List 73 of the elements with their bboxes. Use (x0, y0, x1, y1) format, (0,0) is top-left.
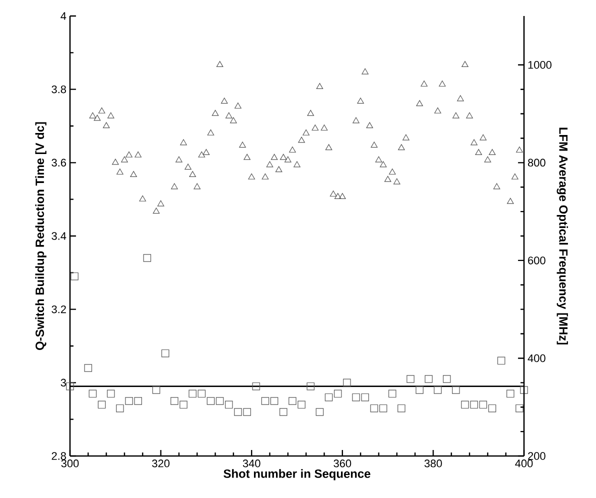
point (324, 393, 333, 402)
point (520, 386, 528, 394)
x-tick-label: 320 (152, 460, 170, 468)
point (479, 400, 488, 409)
point (506, 390, 514, 398)
point (70, 272, 78, 280)
point (261, 397, 270, 405)
point (206, 397, 215, 405)
point (180, 400, 188, 409)
point (66, 382, 74, 390)
point (434, 386, 442, 394)
y-tick-label: 3.8 (52, 85, 66, 94)
y-tick-label: 3.4 (52, 232, 66, 240)
y2-axis-title: LFM Average Optical Frequency [MHz] (556, 128, 568, 344)
x-tick-label: 400 (515, 460, 533, 468)
point (88, 390, 97, 398)
point (116, 404, 124, 412)
x-tick-label: 300 (61, 460, 79, 468)
point (106, 390, 115, 398)
point (288, 397, 296, 405)
point (98, 400, 106, 409)
point (442, 375, 451, 383)
point (234, 408, 242, 416)
point (416, 386, 424, 394)
point (198, 390, 206, 398)
y-tick-label: 4 (60, 12, 66, 20)
y-tick-label: 3.6 (52, 158, 66, 167)
y2-tick-label: 800 (528, 158, 546, 167)
x-tick-label: 360 (334, 460, 352, 468)
point (279, 408, 288, 416)
point (298, 400, 306, 409)
point (398, 404, 406, 412)
point (488, 404, 496, 412)
point (461, 400, 469, 409)
point (470, 400, 478, 409)
point (361, 393, 369, 402)
point (516, 404, 524, 412)
point (452, 386, 460, 394)
y2-tick-label: 200 (528, 452, 546, 460)
y-tick-label: 3 (60, 378, 66, 387)
point (424, 375, 433, 383)
point (125, 397, 133, 405)
point (343, 378, 351, 387)
y-tick-label: 3.2 (52, 305, 66, 314)
point (152, 386, 160, 394)
x-tick-label: 340 (242, 460, 260, 468)
point (188, 390, 196, 398)
y-tick-label: 2.8 (52, 452, 66, 460)
point (252, 382, 260, 390)
point (270, 397, 278, 405)
point (134, 397, 142, 405)
point (334, 390, 342, 398)
point (352, 393, 360, 402)
point (388, 390, 396, 398)
point (316, 408, 324, 416)
point (143, 254, 152, 262)
point (406, 375, 414, 383)
y2-tick-label: 1000 (528, 61, 552, 69)
point (170, 397, 178, 405)
point (161, 349, 170, 358)
x-axis-title: Shot number in Sequence (224, 469, 370, 480)
point (216, 397, 224, 405)
x-tick-label: 380 (424, 460, 442, 468)
point (84, 364, 92, 372)
y2-tick-label: 400 (528, 354, 546, 362)
point (370, 404, 378, 412)
y-axis-title: Q-Switch Buildup Reduction Time [V dc] (35, 122, 46, 350)
y2-tick-label: 600 (528, 256, 546, 264)
point (497, 356, 506, 365)
point (379, 404, 388, 412)
point (306, 382, 315, 390)
point (225, 400, 233, 409)
point (243, 408, 251, 416)
